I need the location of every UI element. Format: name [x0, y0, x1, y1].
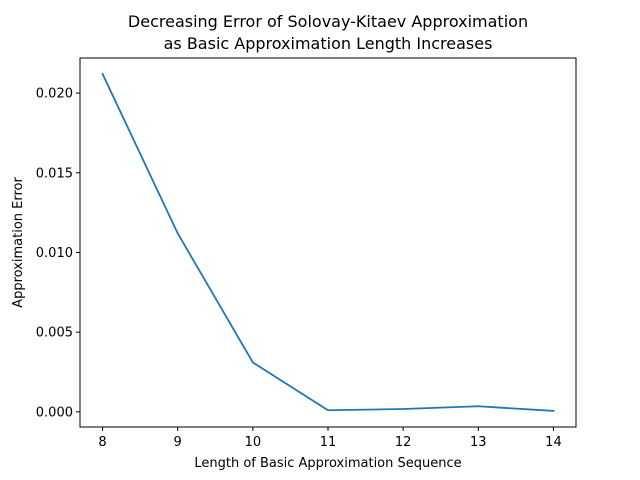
chart-title: Decreasing Error of Solovay-Kitaev Appro…: [128, 12, 528, 53]
series-lines: [101, 72, 555, 412]
x-tick-label: 10: [245, 435, 262, 450]
x-tick-label: 9: [174, 435, 182, 450]
chart-title-line-1: Decreasing Error of Solovay-Kitaev Appro…: [128, 12, 528, 31]
x-axis-label: Length of Basic Approximation Sequence: [194, 456, 461, 471]
y-axis: 0.000 0.005 0.010 0.015 0.020: [36, 87, 80, 420]
x-tick-label: 8: [98, 435, 106, 450]
x-axis: 8 9 10 11 12 13 14: [98, 427, 562, 450]
plot-area: [80, 58, 576, 427]
x-tick-label: 11: [320, 435, 337, 450]
y-tick-label: 0.020: [36, 87, 73, 102]
y-tick-label: 0.010: [36, 246, 73, 261]
y-tick-label: 0.015: [36, 166, 73, 181]
y-tick-label: 0.005: [36, 326, 73, 341]
series-line: [101, 72, 555, 412]
chart-title-line-2: as Basic Approximation Length Increases: [164, 34, 493, 53]
x-tick-label: 14: [545, 435, 562, 450]
y-axis-label: Approximation Error: [11, 177, 26, 308]
y-tick-label: 0.000: [36, 405, 73, 420]
x-tick-label: 12: [395, 435, 412, 450]
x-tick-label: 13: [470, 435, 487, 450]
